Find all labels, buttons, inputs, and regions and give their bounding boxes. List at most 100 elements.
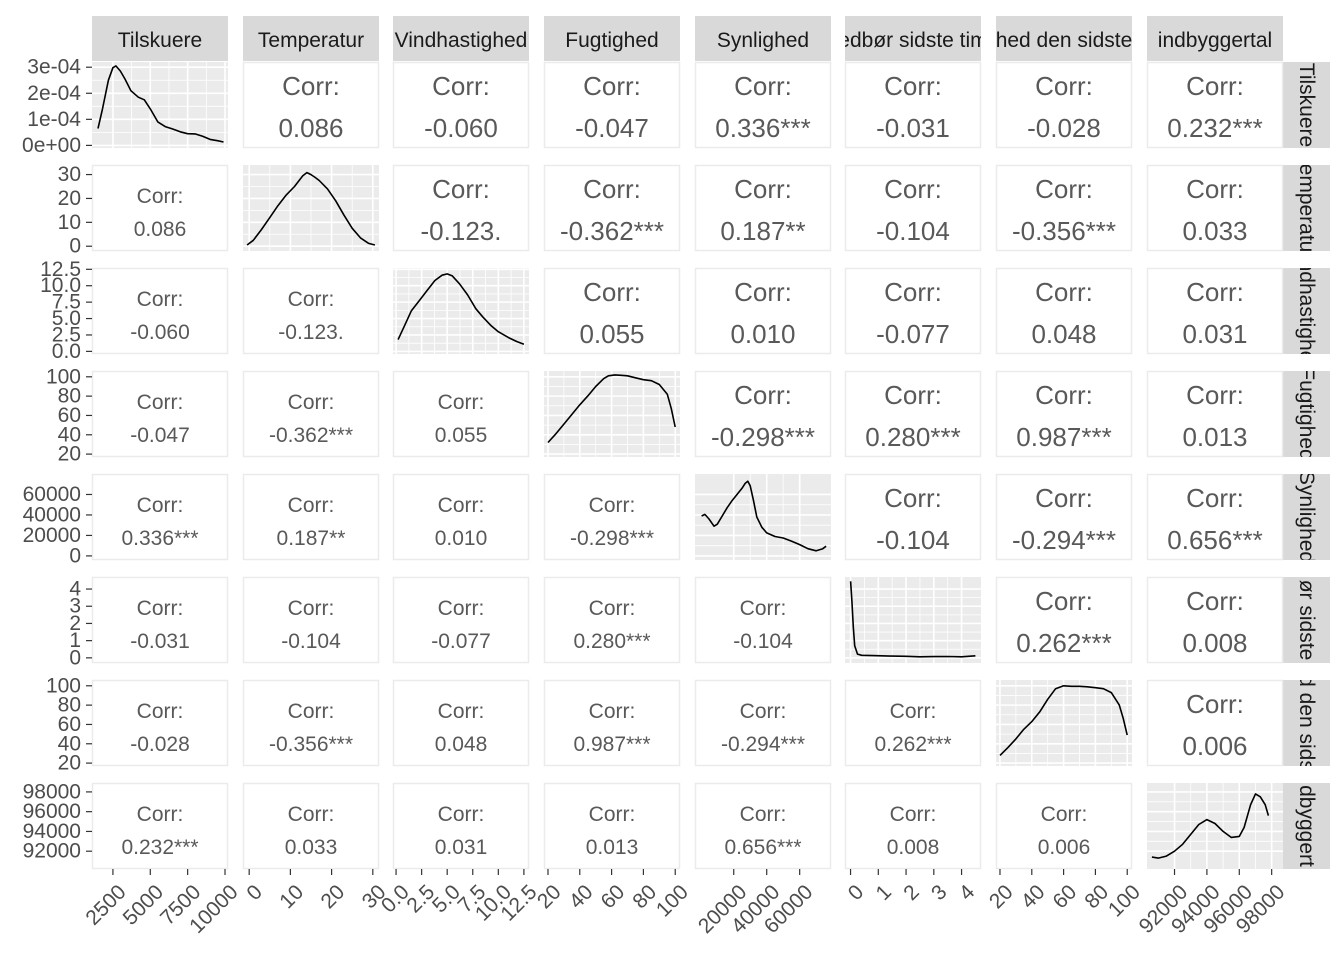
y-tick-label: 7.5 <box>52 291 81 314</box>
corr-label: Corr: <box>137 391 184 414</box>
density-curve <box>849 581 976 658</box>
x-tick-label: 5000 <box>119 880 168 929</box>
corr-value: 0.656*** <box>1167 525 1262 555</box>
corr-label: Corr: <box>288 803 335 826</box>
correlation-panel <box>1146 370 1284 458</box>
x-tick-label: 3 <box>927 880 952 905</box>
correlation-panel <box>392 473 530 561</box>
corr-value: 0.086 <box>134 218 187 241</box>
row-strip-label: emperatu <box>1295 164 1318 253</box>
corr-value: -0.356*** <box>269 733 353 756</box>
x-tick-label: 2 <box>899 880 924 905</box>
correlation-panel <box>995 164 1133 252</box>
corr-label: Corr: <box>884 380 942 410</box>
density-curve <box>1151 793 1270 859</box>
x-tick-label: 40 <box>565 880 598 913</box>
correlation-panel <box>844 679 982 767</box>
corr-value: 0.187** <box>720 216 805 246</box>
corr-label: Corr: <box>137 288 184 311</box>
correlation-panel <box>91 267 229 355</box>
correlation-panel <box>844 164 982 252</box>
correlation-panel <box>392 679 530 767</box>
correlation-panel <box>995 61 1133 149</box>
density-curve <box>246 171 376 246</box>
corr-label: Corr: <box>288 700 335 723</box>
y-tick-label: 20 <box>58 443 81 466</box>
corr-label: Corr: <box>890 803 937 826</box>
y-tick-label: 10.0 <box>40 274 81 297</box>
corr-label: Corr: <box>282 71 340 101</box>
row-strip <box>1283 680 1330 766</box>
corr-value: 0.656*** <box>724 836 801 859</box>
column-strip-label: Vindhastighed <box>395 29 528 52</box>
density-curve <box>397 273 525 345</box>
corr-value: 0.187** <box>277 527 346 550</box>
corr-label: Corr: <box>288 288 335 311</box>
y-tick-label: 100 <box>46 674 81 697</box>
x-tick-label: 20 <box>985 880 1018 913</box>
corr-label: Corr: <box>438 803 485 826</box>
corr-label: Corr: <box>740 597 787 620</box>
corr-label: Corr: <box>438 597 485 620</box>
y-tick-label: 2 <box>69 612 81 635</box>
corr-value: 0.262*** <box>874 733 951 756</box>
row-strip <box>1283 165 1330 251</box>
corr-value: 0.031 <box>435 836 488 859</box>
corr-value: -0.104 <box>733 630 793 653</box>
corr-label: Corr: <box>1186 71 1244 101</box>
corr-label: Corr: <box>589 494 636 517</box>
corr-label: Corr: <box>137 494 184 517</box>
corr-value: -0.104 <box>876 216 950 246</box>
corr-value: -0.362*** <box>560 216 664 246</box>
corr-value: -0.362*** <box>269 424 353 447</box>
column-strip-label: Temperatur <box>258 29 364 52</box>
row-strip <box>1283 577 1330 663</box>
correlation-panel <box>694 782 832 870</box>
correlation-panel <box>242 576 380 664</box>
corr-label: Corr: <box>734 71 792 101</box>
correlation-panel <box>91 576 229 664</box>
y-tick-label: 10 <box>58 211 81 234</box>
corr-label: Corr: <box>288 597 335 620</box>
corr-value: 0.008 <box>887 836 940 859</box>
correlation-panel <box>694 61 832 149</box>
correlation-panel <box>1146 679 1284 767</box>
y-tick-label: 40000 <box>23 503 81 526</box>
y-tick-label: 20 <box>58 752 81 775</box>
y-tick-label: 0 <box>69 235 81 258</box>
y-tick-label: 4 <box>69 578 81 601</box>
corr-label: Corr: <box>288 494 335 517</box>
density-panel <box>845 577 981 663</box>
corr-label: Corr: <box>432 174 490 204</box>
corr-value: -0.077 <box>876 319 950 349</box>
correlation-panel <box>91 679 229 767</box>
correlation-panel <box>543 576 681 664</box>
corr-value: -0.123. <box>278 321 343 344</box>
density-curve <box>701 480 827 552</box>
y-tick-label: 96000 <box>23 800 81 823</box>
y-tick-label: 3e-04 <box>27 56 81 79</box>
corr-label: Corr: <box>734 174 792 204</box>
corr-label: Corr: <box>1035 174 1093 204</box>
column-strip <box>1147 16 1283 61</box>
corr-label: Corr: <box>438 494 485 517</box>
corr-value: -0.104 <box>281 630 341 653</box>
density-panel <box>695 474 831 560</box>
corr-label: Corr: <box>438 391 485 414</box>
corr-value: 0.006 <box>1182 731 1247 761</box>
correlation-panel <box>543 61 681 149</box>
corr-value: 0.031 <box>1182 319 1247 349</box>
corr-label: Corr: <box>1186 689 1244 719</box>
correlation-panel <box>995 576 1133 664</box>
y-tick-label: 92000 <box>23 840 81 863</box>
corr-label: Corr: <box>734 380 792 410</box>
correlation-panel <box>242 370 380 458</box>
correlation-panel <box>91 164 229 252</box>
corr-label: Corr: <box>740 700 787 723</box>
corr-label: Corr: <box>884 277 942 307</box>
correlation-panel <box>242 61 380 149</box>
x-tick-label: 2500 <box>81 880 130 929</box>
y-tick-label: 100 <box>46 365 81 388</box>
correlation-panel <box>1146 267 1284 355</box>
corr-label: Corr: <box>583 71 641 101</box>
